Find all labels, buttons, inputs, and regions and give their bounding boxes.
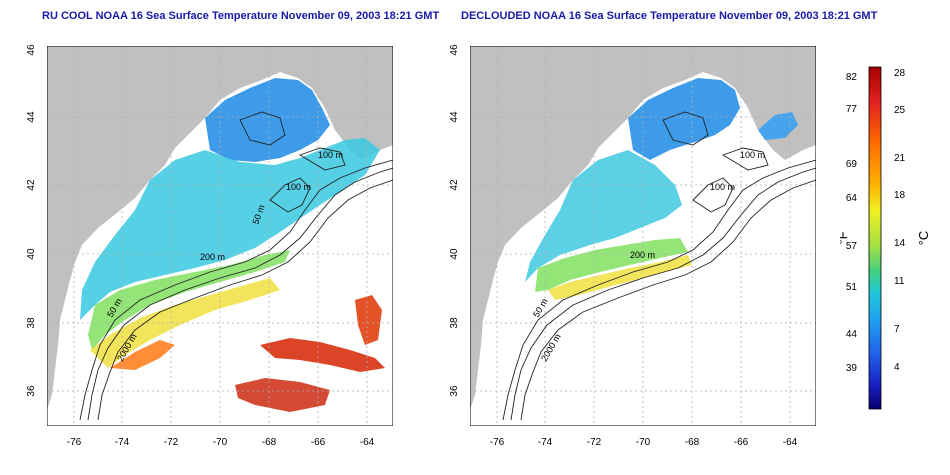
fahrenheit-tick: 64 bbox=[846, 193, 858, 204]
celsius-tick: 18 bbox=[894, 190, 906, 201]
contour-label: 100 m bbox=[286, 182, 311, 192]
x-tick-label: -74 bbox=[115, 437, 130, 448]
y-tick-label: 38 bbox=[26, 317, 37, 329]
celsius-tick: 25 bbox=[894, 105, 906, 116]
x-tick-label: -72 bbox=[587, 437, 602, 448]
y-tick-label: 42 bbox=[449, 179, 460, 191]
celsius-tick: 21 bbox=[894, 153, 906, 164]
sst-cold-scotian bbox=[758, 112, 798, 140]
sst-orange-patch bbox=[110, 340, 175, 370]
x-tick-label: -68 bbox=[685, 437, 700, 448]
sst-yellow-band bbox=[548, 255, 692, 300]
colorbar-gradient bbox=[868, 66, 882, 410]
sst-yellow-band bbox=[90, 278, 280, 368]
fahrenheit-tick: 57 bbox=[846, 241, 858, 252]
contour-label: 200 m bbox=[630, 250, 655, 260]
sst-warm-eddies-east bbox=[355, 295, 382, 345]
celsius-tick: 11 bbox=[894, 276, 905, 287]
y-tick-label: 44 bbox=[26, 111, 37, 123]
sst-warm-eddies-far-south bbox=[235, 378, 330, 412]
sst-green-band bbox=[88, 250, 290, 350]
fahrenheit-tick: 82 bbox=[846, 72, 858, 83]
graticule bbox=[47, 46, 393, 426]
y-tick-label: 46 bbox=[26, 44, 37, 56]
contour-label: 100 m bbox=[710, 182, 735, 192]
celsius-tick: 7 bbox=[894, 324, 900, 335]
graticule bbox=[470, 46, 816, 426]
x-tick-label: -76 bbox=[490, 437, 505, 448]
bathymetry-contours bbox=[502, 111, 816, 421]
x-tick-label: -64 bbox=[783, 437, 798, 448]
right-sst-map: 100 m 100 m 200 m 50 m 2000 m -76 -74 -7… bbox=[449, 44, 816, 448]
land-mass bbox=[470, 46, 816, 410]
x-tick-label: -66 bbox=[734, 437, 749, 448]
celsius-tick: 28 bbox=[894, 68, 906, 79]
land-mass bbox=[47, 46, 393, 410]
y-tick-label: 46 bbox=[449, 44, 460, 56]
right-map-title: DECLOUDED NOAA 16 Sea Surface Temperatur… bbox=[461, 10, 878, 22]
fahrenheit-tick: 69 bbox=[846, 159, 858, 170]
x-tick-label: -66 bbox=[311, 437, 326, 448]
x-tick-label: -70 bbox=[636, 437, 651, 448]
y-tick-label: 38 bbox=[449, 317, 460, 329]
x-tick-label: -72 bbox=[164, 437, 179, 448]
y-tick-label: 36 bbox=[449, 385, 460, 397]
x-tick-label: -74 bbox=[538, 437, 553, 448]
y-tick-label: 36 bbox=[26, 385, 37, 397]
y-tick-label: 40 bbox=[26, 248, 37, 260]
celsius-tick: 4 bbox=[894, 362, 900, 373]
temperature-colorbar: 82 77 69 64 57 51 44 39 28 25 21 18 14 1… bbox=[840, 66, 931, 410]
x-tick-label: -76 bbox=[67, 437, 82, 448]
celsius-tick: 14 bbox=[894, 238, 906, 249]
fahrenheit-tick: 39 bbox=[846, 363, 858, 374]
x-tick-label: -70 bbox=[213, 437, 228, 448]
contour-label: 200 m bbox=[200, 252, 225, 262]
fahrenheit-tick: 77 bbox=[846, 104, 858, 115]
celsius-axis-label: °C bbox=[916, 231, 931, 246]
y-tick-label: 42 bbox=[26, 179, 37, 191]
left-sst-map: 100 m 100 m 50 m 200 m 50 m 2000 m -76 -… bbox=[26, 44, 393, 448]
fahrenheit-tick: 44 bbox=[846, 329, 858, 340]
bathymetry-contours bbox=[79, 111, 393, 421]
x-tick-label: -64 bbox=[360, 437, 375, 448]
x-tick-label: -68 bbox=[262, 437, 277, 448]
fahrenheit-axis-label: °F bbox=[840, 231, 850, 244]
fahrenheit-tick: 51 bbox=[846, 282, 858, 293]
contour-label: 100 m bbox=[740, 150, 765, 160]
y-tick-label: 44 bbox=[449, 111, 460, 123]
contour-label: 100 m bbox=[318, 150, 343, 160]
left-map-title: RU COOL NOAA 16 Sea Surface Temperature … bbox=[42, 10, 440, 22]
sst-green-band bbox=[535, 238, 688, 292]
sst-cold-gulf-of-maine bbox=[628, 78, 740, 160]
sst-warm-eddies-south bbox=[260, 338, 385, 372]
y-tick-label: 40 bbox=[449, 248, 460, 260]
sst-cold-gulf-of-maine bbox=[205, 78, 330, 162]
